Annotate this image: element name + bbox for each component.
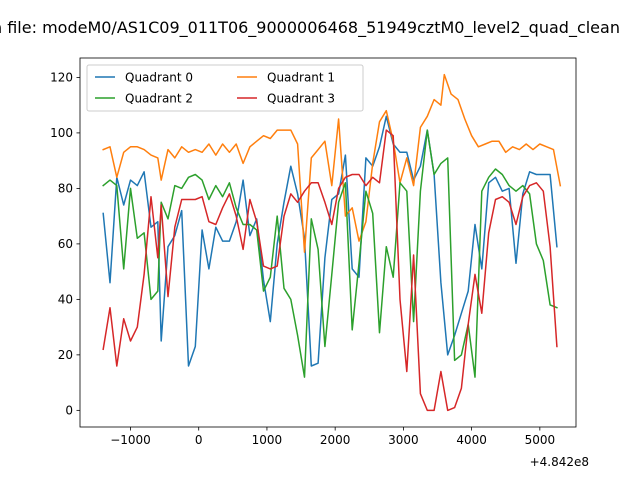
y-tick-label: 20 [58, 348, 73, 362]
legend-box [86, 64, 364, 112]
series-line-quadrant-2 [102, 129, 558, 378]
y-tick-label: 80 [58, 182, 73, 196]
x-offset-label: +4.842e8 [530, 455, 589, 469]
legend-label-quadrant-0: Quadrant 0 [125, 70, 193, 84]
x-tick-label: 5000 [525, 433, 556, 447]
axes-frame [79, 57, 577, 428]
y-tick-label: 120 [50, 71, 73, 85]
y-tick-label: 0 [65, 404, 73, 418]
legend-label-quadrant-1: Quadrant 1 [267, 70, 335, 84]
x-tick-label: 0 [195, 433, 203, 447]
plot-area: −1000 0 1000 2000 3000 4000 5000 0 20 40 60 80 100 12… [50, 57, 577, 447]
series-line-quadrant-0 [102, 115, 558, 367]
x-tick-label: 3000 [388, 433, 419, 447]
series-line-quadrant-1 [102, 73, 562, 253]
x-tick-label: 2000 [320, 433, 351, 447]
x-tick-label: 1000 [252, 433, 283, 447]
x-tick-label: 4000 [456, 433, 487, 447]
y-tick-label: 60 [58, 237, 73, 251]
legend-label-quadrant-2: Quadrant 2 [125, 91, 193, 105]
y-tick-label: 100 [50, 126, 73, 140]
chart-title: n file: modeM0/AS1C09_011T06_9000006468_… [0, 18, 620, 38]
series-line-quadrant-3 [102, 129, 558, 412]
y-tick-label: 40 [58, 293, 73, 307]
legend-label-quadrant-3: Quadrant 3 [267, 91, 335, 105]
x-tick-label: −1000 [110, 433, 151, 447]
